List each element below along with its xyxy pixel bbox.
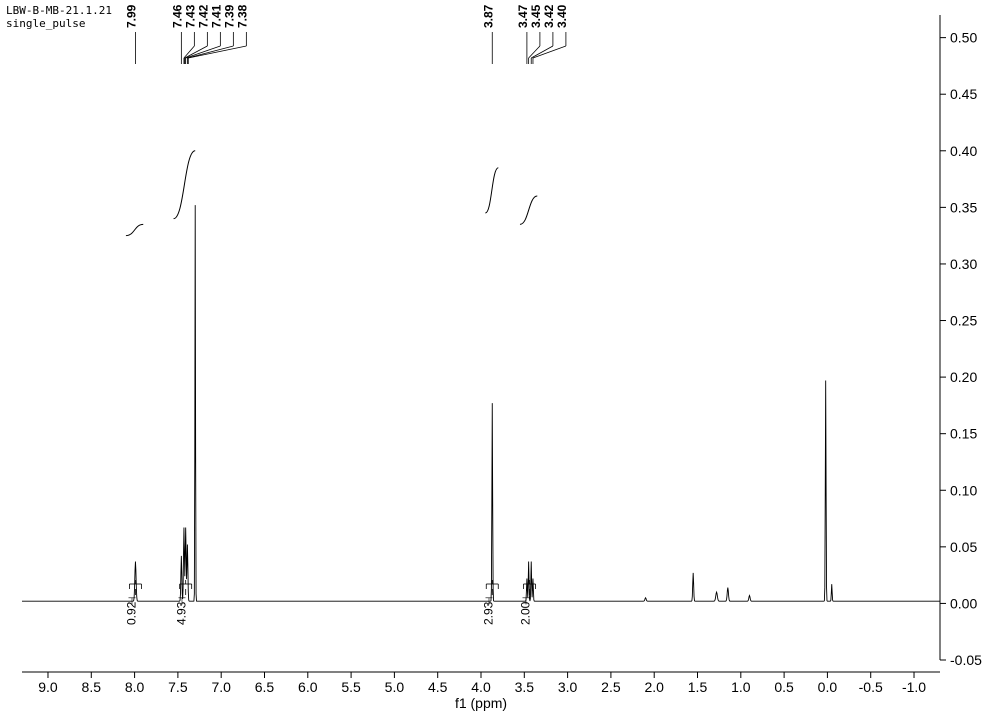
peak-label: 7.46 (170, 4, 184, 28)
y-tick-label: 0.15 (950, 426, 977, 442)
integral-curve (174, 151, 196, 219)
svg-text:⊣: ⊣ (521, 597, 532, 606)
y-tick-label: 0.10 (950, 482, 977, 498)
y-tick-label: 0.30 (950, 256, 977, 272)
x-tick-label: 7.5 (168, 679, 188, 695)
svg-text:⊣: ⊣ (178, 597, 189, 606)
x-tick-label: 1.5 (688, 679, 708, 695)
y-tick-label: 0.20 (950, 369, 977, 385)
y-tick-label: 0.25 (950, 313, 977, 329)
x-tick-label: -0.5 (859, 679, 883, 695)
nmr-spectrum-chart: -0.05 0.00 0.05 0.10 0.15 0.20 0.25 0.30 0.35 0.4… (0, 0, 1000, 711)
header-line1: LBW-B-MB-21.1.21 (6, 4, 112, 17)
peak-label: 3.45 (529, 4, 543, 28)
x-tick-label: 8.0 (125, 679, 145, 695)
x-tick-label: 0.5 (774, 679, 794, 695)
x-tick-label: 6.5 (255, 679, 275, 695)
y-tick-label: 0.45 (950, 86, 977, 102)
x-tick-label: 4.0 (471, 679, 491, 695)
x-tick-label: 2.5 (601, 679, 621, 695)
y-tick-label: 0.05 (950, 539, 977, 555)
x-tick-label: 0.0 (818, 679, 838, 695)
integral-curve (520, 196, 537, 224)
x-tick-label: 5.5 (341, 679, 361, 695)
y-tick-label: 0.40 (950, 143, 977, 159)
peak-label: 3.42 (542, 4, 556, 28)
spectrum-trace (22, 205, 940, 601)
y-tick-label: 0.35 (950, 199, 977, 215)
x-tick-label: 1.0 (731, 679, 751, 695)
x-tick-label: 9.0 (38, 679, 58, 695)
y-tick-label: 0.50 (950, 30, 977, 46)
peak-label: 3.87 (481, 4, 495, 28)
peak-label: 3.40 (555, 4, 569, 28)
peak-label: 7.43 (183, 4, 197, 28)
x-tick-label: 7.0 (211, 679, 231, 695)
x-tick-label: 5.0 (385, 679, 405, 695)
peak-label: 7.41 (209, 4, 223, 28)
x-tick-label: 2.0 (644, 679, 664, 695)
peak-label: 7.39 (222, 4, 236, 28)
peak-label: 3.47 (516, 4, 530, 28)
x-tick-label: 6.0 (298, 679, 318, 695)
peak-label: 7.42 (196, 4, 210, 28)
x-tick-label: 3.5 (515, 679, 535, 695)
x-tick-label: 3.0 (558, 679, 578, 695)
header-line2: single_pulse (6, 17, 85, 30)
peak-label: 7.38 (235, 4, 249, 28)
x-axis-label: f1 (ppm) (455, 695, 507, 711)
integral-curve (126, 224, 143, 235)
svg-text:⊣: ⊣ (484, 597, 495, 606)
y-tick-label: 0.00 (950, 595, 977, 611)
x-tick-label: 4.5 (428, 679, 448, 695)
y-tick-label: -0.05 (950, 652, 982, 668)
integral-curve (485, 168, 498, 213)
peak-label: 7.99 (124, 4, 138, 28)
x-tick-label: 8.5 (82, 679, 102, 695)
x-tick-label: -1.0 (902, 679, 926, 695)
svg-text:⊣: ⊣ (127, 597, 138, 606)
